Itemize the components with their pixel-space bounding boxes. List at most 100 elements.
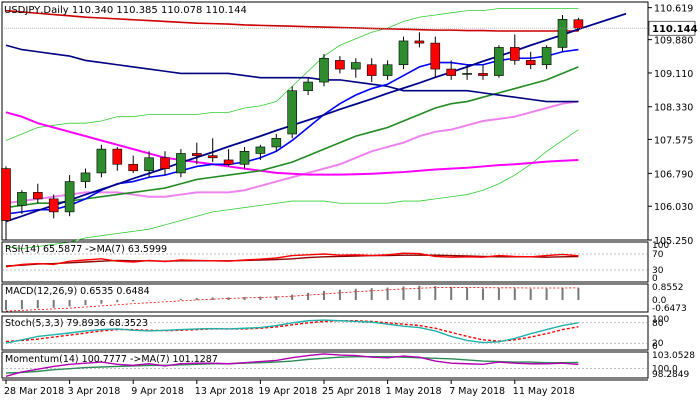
candle — [207, 138, 218, 163]
candle — [398, 36, 409, 70]
candle-body — [525, 60, 536, 66]
macd-tick-label: -0.6473 — [652, 304, 687, 314]
rsi-tick-label: 30 — [652, 266, 664, 276]
candle — [303, 77, 313, 96]
candle-body — [255, 146, 266, 154]
candle — [176, 149, 186, 178]
candle-body — [192, 153, 202, 156]
last-price-box — [648, 20, 696, 36]
date-tick-label: 25 Apr 2018 — [322, 386, 381, 397]
candle-body — [223, 159, 234, 165]
candle — [223, 149, 234, 167]
price-tick-label: 109.110 — [654, 69, 693, 80]
momentum-label: Momentum(14) 100.7777 ->MA(7) 101.1287 — [5, 354, 218, 365]
candle — [287, 86, 298, 139]
rsi-label: RSI(14) 65.5877 ->MA(7) 63.5999 — [5, 244, 167, 255]
candle — [48, 194, 59, 219]
sma-55-line — [5, 44, 579, 103]
candle — [494, 45, 504, 78]
candle — [509, 34, 520, 65]
rsi-ma-line — [5, 254, 579, 267]
stoch-frame — [1, 315, 649, 351]
date-tick-label: 19 Apr 2018 — [258, 386, 317, 397]
candle-body — [557, 19, 568, 48]
candle — [160, 151, 170, 176]
trendline — [5, 12, 627, 223]
macd-tick-label: 0.8552 — [652, 283, 684, 293]
rsi-frame — [1, 241, 649, 283]
candle-body — [335, 60, 345, 70]
date-tick-label: 13 Apr 2018 — [195, 386, 254, 397]
candle — [525, 51, 536, 70]
candle-body — [446, 68, 457, 76]
candle — [144, 151, 154, 178]
date-tick-label: 28 Mar 2018 — [4, 386, 64, 397]
candle-body — [398, 40, 409, 66]
candle-body — [17, 192, 27, 206]
rsi-tick-label: 0 — [652, 274, 658, 284]
stoch-signal-line — [5, 320, 579, 343]
rsi-tick-label: 100 — [652, 241, 669, 251]
candle — [271, 133, 282, 152]
date-axis: 28 Mar 2018 3 Apr 2018 9 Apr 2018 13 Apr 20… — [2, 379, 648, 397]
candle — [335, 56, 345, 74]
candle-body — [494, 47, 504, 76]
candle-body — [128, 163, 138, 172]
macd-label: MACD(12,26,9) 0.6535 0.6484 — [5, 286, 150, 297]
macd-signal-line — [5, 287, 579, 312]
price-tick-label: 107.575 — [654, 135, 693, 146]
candle-body — [64, 181, 75, 213]
candle — [1, 166, 11, 240]
candle-body — [430, 42, 441, 70]
candle-body — [207, 155, 218, 159]
candle — [239, 146, 250, 169]
macd-tick-label: 0.0 — [652, 296, 667, 306]
candle-body — [176, 153, 186, 174]
price-tick-label: 109.880 — [654, 36, 693, 47]
candle — [414, 32, 425, 48]
candle — [192, 142, 202, 165]
candle — [32, 183, 43, 204]
candle-body — [80, 172, 91, 182]
candle — [112, 146, 123, 171]
date-tick-label: 7 May 2018 — [449, 386, 505, 397]
magenta-ma-line — [5, 111, 579, 176]
momentum-frame — [1, 351, 649, 379]
candle — [350, 58, 361, 78]
candle-body — [271, 138, 282, 148]
candle — [366, 58, 377, 83]
candle-body — [382, 64, 393, 76]
candle-body — [478, 73, 488, 76]
stoch-tick-label: 100 — [652, 315, 669, 325]
candle-body — [239, 150, 250, 165]
date-tick-label: 9 Apr 2018 — [131, 386, 184, 397]
price-frame — [1, 1, 649, 241]
candle — [96, 144, 107, 178]
rsi-value-line — [5, 252, 579, 268]
momentum-value-line — [5, 353, 579, 377]
price-tick-label: 108.330 — [654, 103, 693, 114]
stoch-tick-label: 80 — [652, 319, 664, 329]
candle — [64, 175, 75, 217]
stoch-tick-label: 0 — [652, 342, 658, 352]
price-tick-label: 105.250 — [654, 236, 693, 247]
candle-body — [144, 157, 154, 172]
date-tick-label: 1 May 2018 — [386, 386, 442, 397]
candle-body — [160, 157, 170, 169]
candle-body — [414, 40, 425, 44]
bollinger-lower-line — [5, 129, 579, 250]
candle-body — [509, 47, 520, 61]
candle — [255, 144, 266, 160]
price-tick-label: 110.619 — [654, 4, 693, 15]
date-tick-label: 11 May 2018 — [513, 386, 575, 397]
momentum-tick-label: 100.0 — [652, 365, 678, 375]
candle — [430, 36, 441, 78]
symbol-header: USDJPY,Daily 110.340 110.385 110.078 110… — [4, 5, 247, 16]
candle — [382, 60, 393, 80]
candle-body — [319, 57, 329, 83]
stoch-label: Stoch(5,3,3) 79.8936 68.3523 — [5, 318, 148, 329]
candle-body — [112, 148, 123, 165]
sma-100-line — [5, 100, 579, 205]
